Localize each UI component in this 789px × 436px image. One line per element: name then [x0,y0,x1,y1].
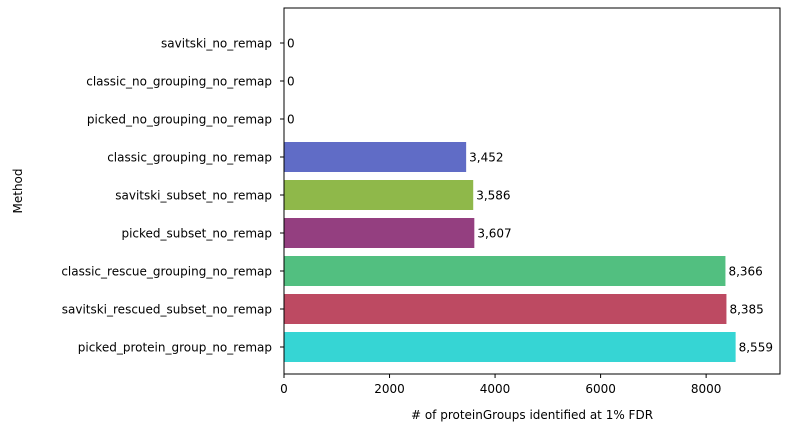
bars-layer: 0 0 0 3,452 3,586 3,607 8,366 8,385 8,559 [284,37,773,362]
bar-savitski_rescued_subset_no_remap [284,294,727,324]
y-tick-label: savitski_no_remap [161,37,272,51]
y-tick-label: savitski_rescued_subset_no_remap [62,303,272,317]
x-ticks: 0 2000 4000 6000 8000 [280,374,721,396]
plot-frame [283,7,781,375]
y-tick-label: picked_subset_no_remap [121,227,272,241]
x-tick-label: 4000 [480,382,511,396]
y-tick-label: picked_no_grouping_no_remap [87,113,272,127]
y-tick-label: classic_no_grouping_no_remap [86,75,272,89]
y-axis-label: Method [11,168,25,213]
x-tick-label: 8000 [691,382,722,396]
bar-picked_subset_no_remap [284,218,475,248]
bar-value-label: 3,452 [469,151,503,165]
bar-value-label: 3,586 [476,189,510,203]
bar-value-label: 8,559 [739,341,773,355]
x-axis-label: # of proteinGroups identified at 1% FDR [411,408,653,422]
y-tick-label: classic_rescue_grouping_no_remap [61,265,272,279]
y-tick-label: picked_protein_group_no_remap [78,341,272,355]
x-tick-label: 0 [280,382,288,396]
bar-value-label: 8,366 [728,265,762,279]
bar-value-label: 0 [287,113,295,127]
bar-value-label: 3,607 [477,227,511,241]
y-tick-label: savitski_subset_no_remap [115,189,272,203]
y-tick-labels: savitski_no_remap classic_no_grouping_no_… [61,37,284,355]
x-tick-label: 2000 [374,382,405,396]
bar-value-label: 0 [287,75,295,89]
bar-value-label: 0 [287,37,295,51]
x-tick-label: 6000 [585,382,616,396]
bar-picked_protein_group_no_remap [284,332,736,362]
bar-value-label: 8,385 [729,303,763,317]
bar-classic_rescue_grouping_no_remap [284,256,726,286]
bar-savitski_subset_no_remap [284,180,474,210]
y-tick-label: classic_grouping_no_remap [107,151,272,165]
bar-classic_grouping_no_remap [284,142,467,172]
